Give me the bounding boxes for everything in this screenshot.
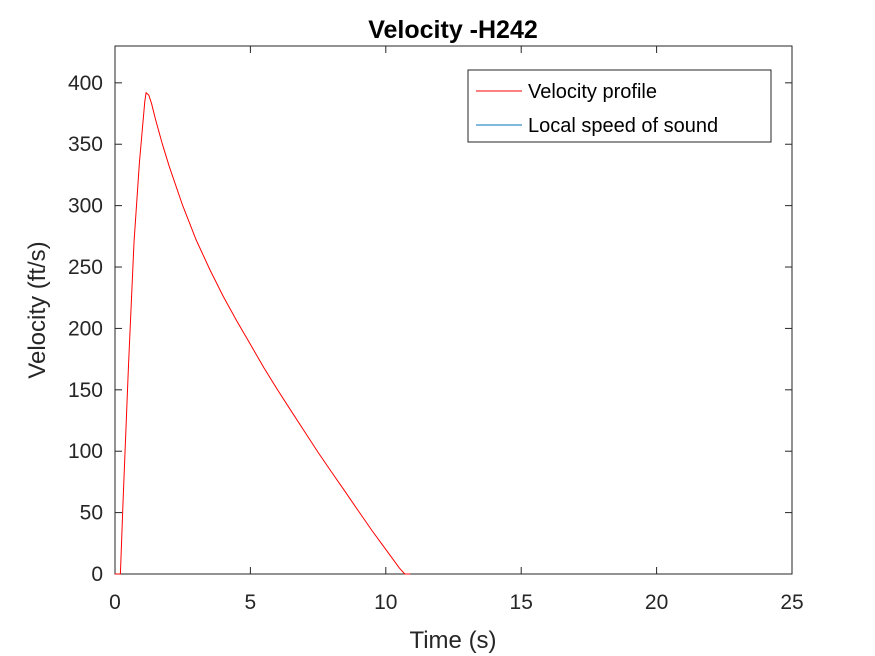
legend-box bbox=[467, 69, 772, 143]
legend: Velocity profile Local speed of sound bbox=[467, 69, 772, 143]
y-axis: 0 50 100 150 200 250 300 350 400 bbox=[68, 72, 792, 586]
x-tick-label: 0 bbox=[109, 591, 121, 614]
x-tick-label: 5 bbox=[245, 591, 257, 614]
y-tick-label: 100 bbox=[68, 440, 103, 463]
x-tick-label: 10 bbox=[374, 591, 397, 614]
x-axis: 0 5 10 15 20 25 bbox=[109, 46, 804, 614]
series-layer bbox=[115, 91, 411, 575]
legend-label-1: Local speed of sound bbox=[528, 115, 718, 137]
y-axis-label: Velocity (ft/s) bbox=[24, 241, 51, 378]
y-tick-label: 0 bbox=[91, 563, 103, 586]
x-axis-label: Time (s) bbox=[409, 627, 496, 654]
x-tick-label: 20 bbox=[645, 591, 668, 614]
y-tick-label: 200 bbox=[68, 317, 103, 340]
y-tick-label: 350 bbox=[68, 133, 103, 156]
x-tick-label: 25 bbox=[780, 591, 803, 614]
y-tick-label: 300 bbox=[68, 195, 103, 218]
y-tick-label: 400 bbox=[68, 72, 103, 95]
chart-title: Velocity -H242 bbox=[368, 16, 538, 44]
series-line-0 bbox=[115, 91, 411, 575]
x-tick-label: 15 bbox=[510, 591, 533, 614]
y-tick-label: 50 bbox=[80, 502, 103, 525]
legend-label-0: Velocity profile bbox=[528, 81, 657, 103]
y-tick-label: 150 bbox=[68, 379, 103, 402]
y-tick-label: 250 bbox=[68, 256, 103, 279]
